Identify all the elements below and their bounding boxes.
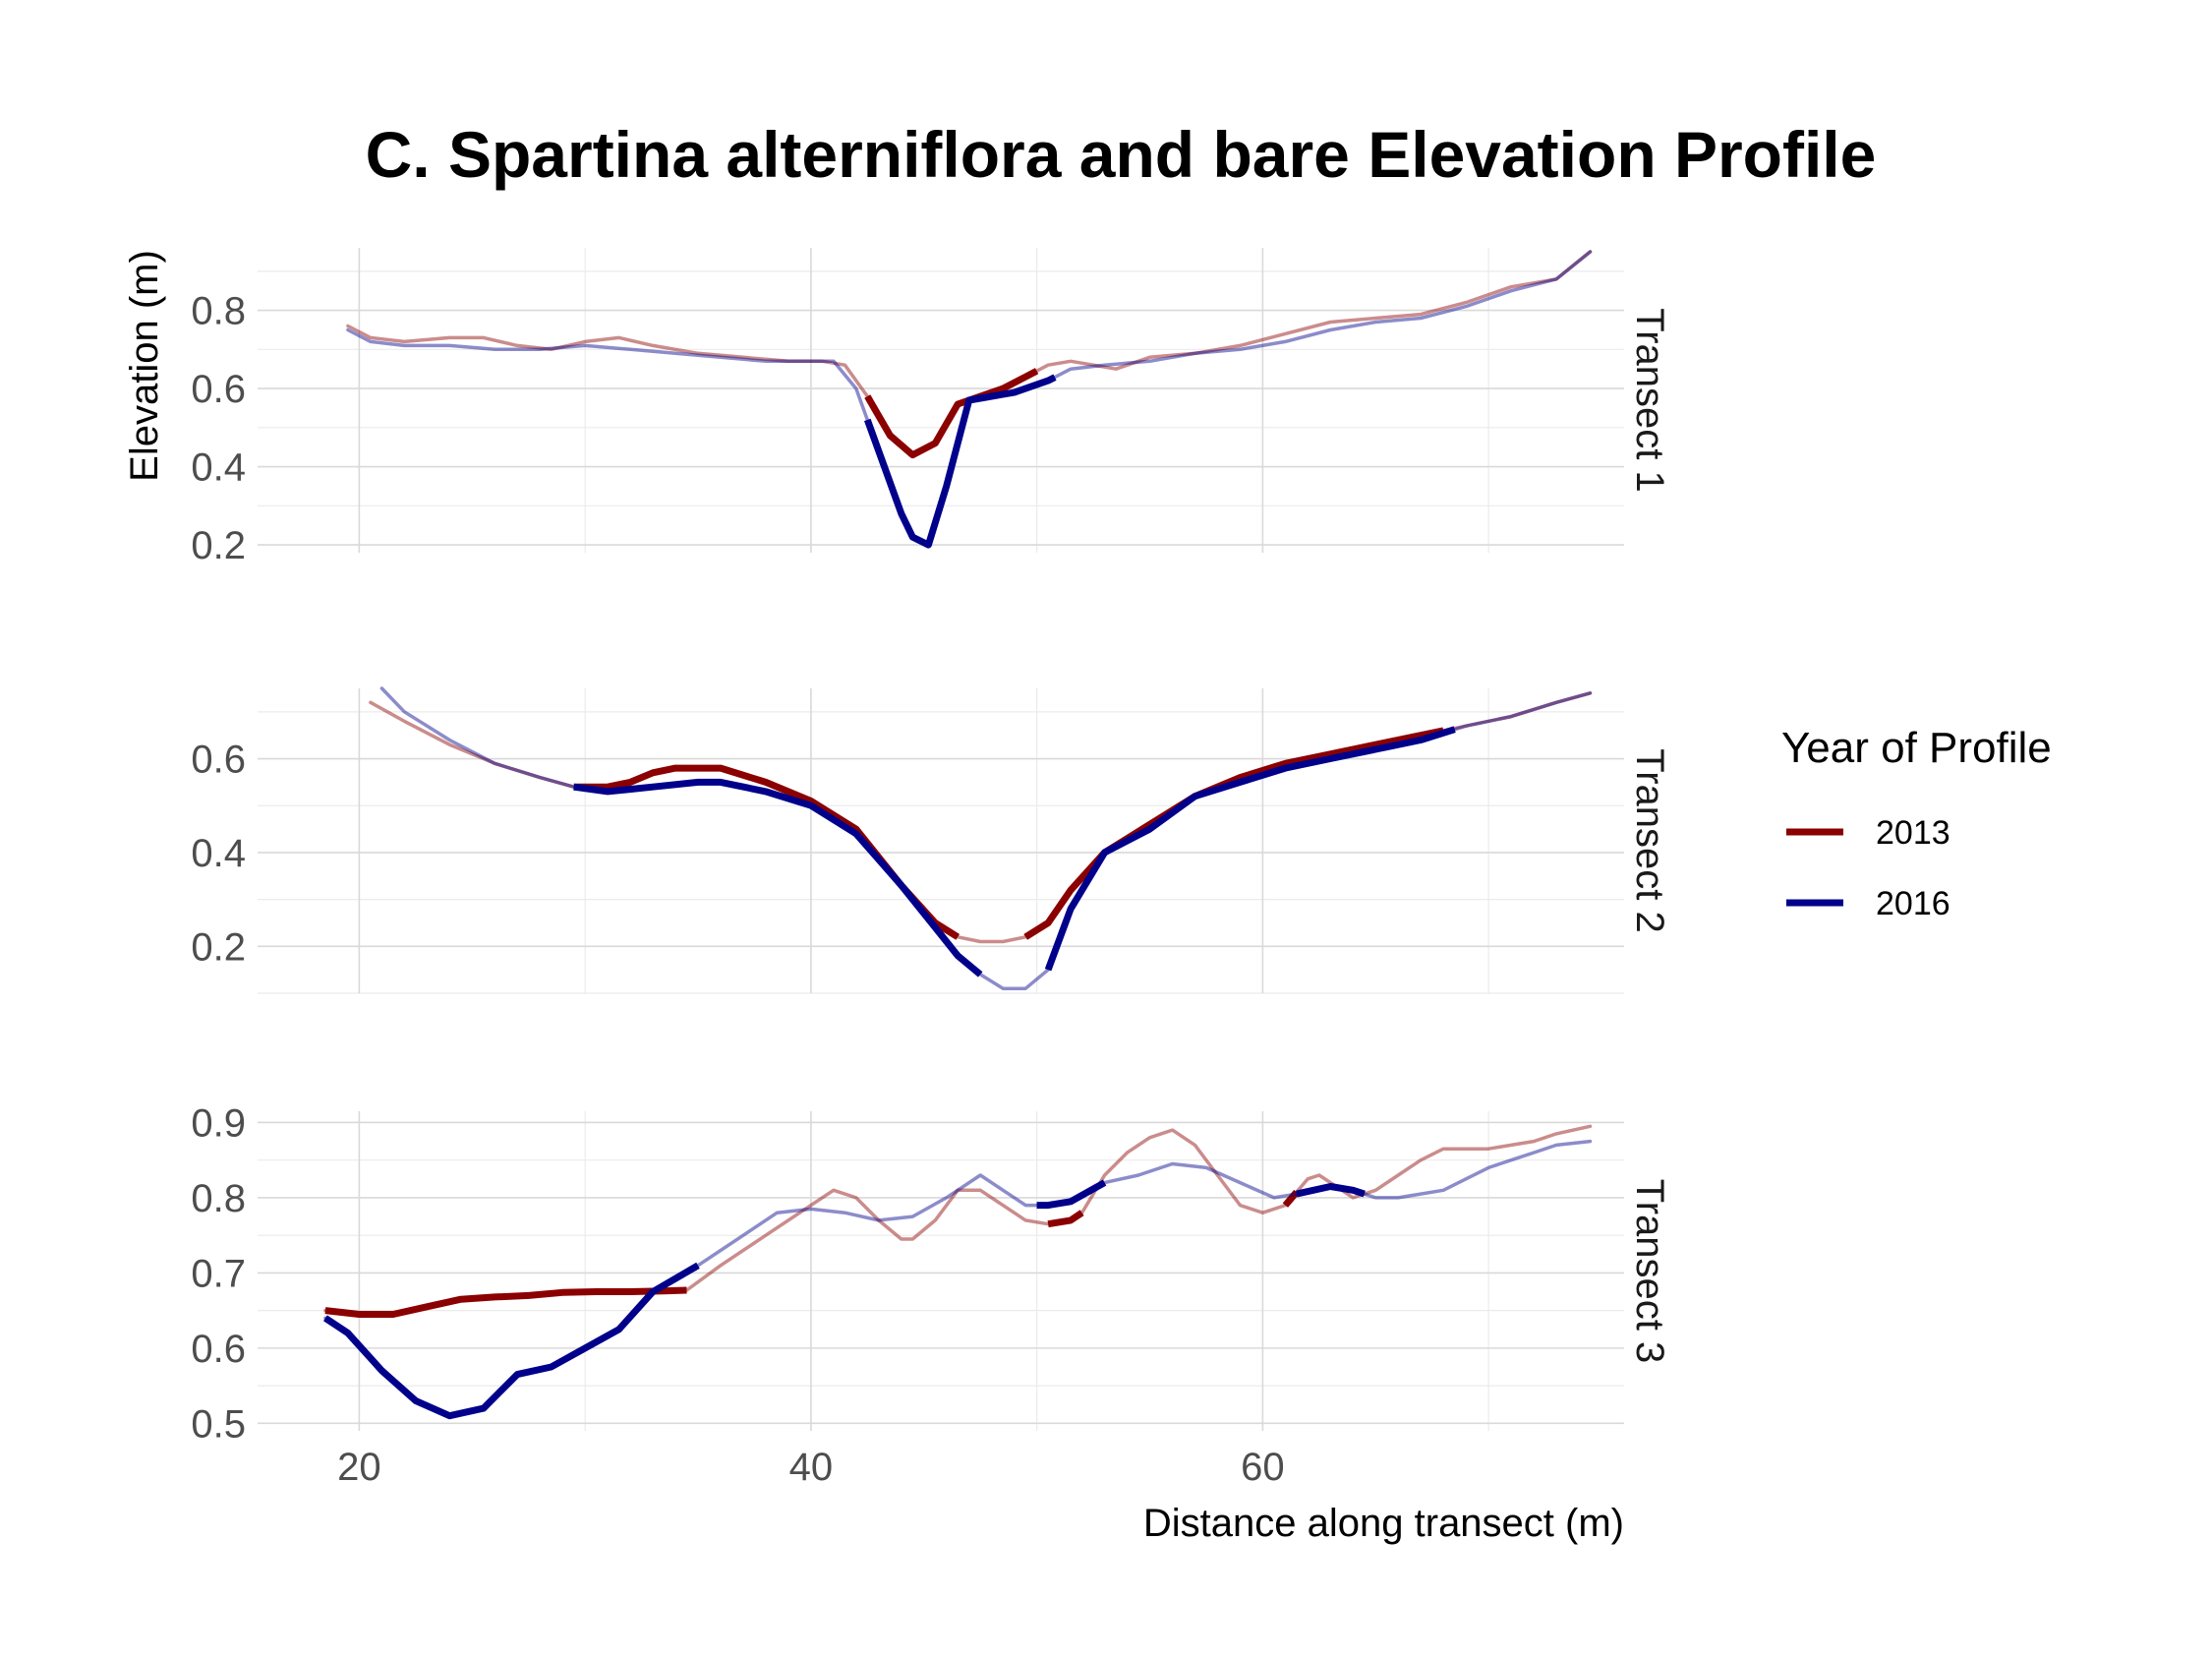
series-highlight-2016 [322, 1262, 700, 1420]
y-tick-label: 0.2 [191, 925, 246, 969]
series-highlight-2016 [1036, 1179, 1107, 1210]
y-tick-label: 0.7 [191, 1252, 246, 1295]
y-tick-label: 0.6 [191, 739, 246, 782]
y-tick-label: 0.8 [191, 290, 246, 333]
y-tick-label: 0.4 [191, 446, 246, 490]
y-axis-title: Elevation (m) [123, 250, 166, 482]
series-highlight-2016 [1044, 726, 1456, 972]
strip-label: Transect 1 [1628, 308, 1671, 492]
facet-panels: 0.2 0.4 0.6 0.8 Transect 1 0.2 0.4 0.6 Transect … [191, 248, 1671, 1489]
series-highlight-2016 [573, 778, 983, 978]
facet-panel-2: 0.2 0.4 0.6 Transect 2 [191, 686, 1671, 994]
series-highlight-2013 [324, 1286, 687, 1318]
legend-items: 2013 2016 [1786, 814, 1950, 922]
x-tick-label: 20 [337, 1446, 381, 1489]
y-tick-label: 0.2 [191, 524, 246, 567]
series-highlight-2016 [864, 374, 1057, 549]
y-tick-label: 0.8 [191, 1177, 246, 1220]
series-highlight-2016 [1296, 1183, 1366, 1198]
series-line-2013 [369, 691, 1593, 944]
strip-label: Transect 2 [1628, 748, 1671, 932]
y-tick-label: 0.9 [191, 1101, 246, 1145]
y-tick-label: 0.5 [191, 1402, 246, 1446]
facet-panel-1: 0.2 0.4 0.6 0.8 Transect 1 [191, 248, 1671, 567]
x-tick-label: 60 [1241, 1446, 1285, 1489]
chart-title: C. Spartina alterniflora and bare Elevat… [366, 118, 1877, 191]
legend: Year of Profile 2013 2016 [1781, 724, 2052, 922]
strip-label: Transect 3 [1628, 1179, 1671, 1363]
y-tick-label: 0.6 [191, 368, 246, 411]
x-tick-label: 40 [789, 1446, 834, 1489]
facet-panel-3: 0.5 0.6 0.7 0.8 0.9 Transect 3 20 40 60 [191, 1101, 1671, 1489]
y-tick-label: 0.4 [191, 832, 246, 875]
series-highlight-2013 [1282, 1189, 1300, 1208]
legend-title: Year of Profile [1781, 724, 2052, 772]
legend-label-2016: 2016 [1876, 885, 1950, 922]
series-highlight-2013 [864, 368, 1039, 459]
series-highlight-2013 [1047, 1210, 1084, 1228]
series-line-2013 [346, 250, 1593, 457]
x-axis-title: Distance along transect (m) [1143, 1502, 1624, 1545]
series-line-2016 [379, 686, 1593, 990]
series-highlight-2013 [1023, 727, 1444, 940]
legend-label-2013: 2013 [1876, 814, 1950, 852]
y-tick-label: 0.6 [191, 1328, 246, 1371]
series-line-2013 [323, 1124, 1593, 1317]
